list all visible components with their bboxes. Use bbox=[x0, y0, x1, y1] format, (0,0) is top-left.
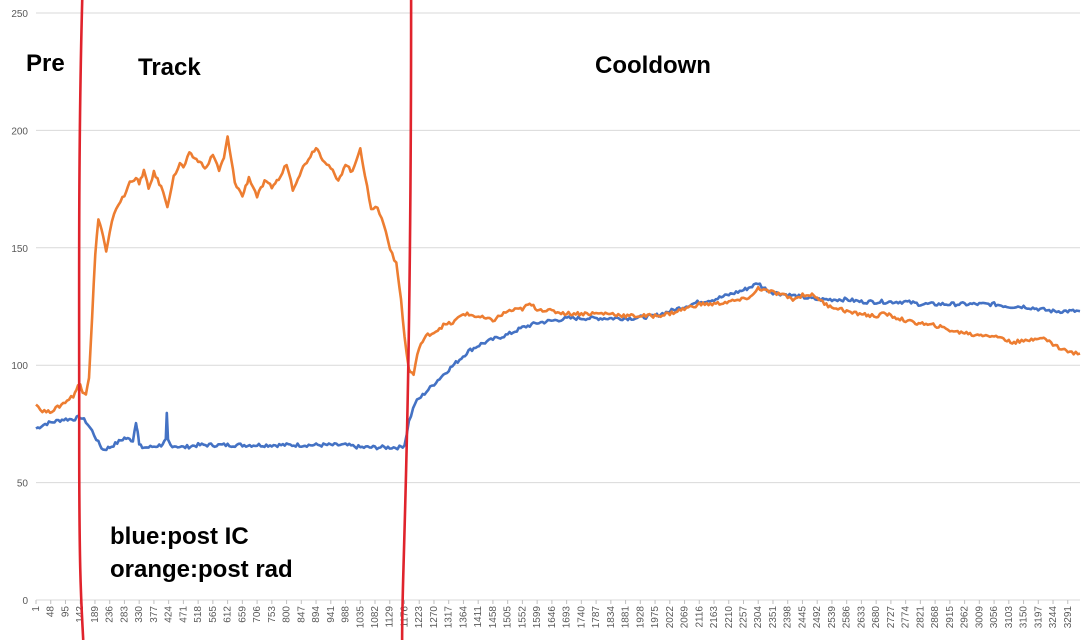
x-tick-label: 2163 bbox=[709, 606, 720, 629]
x-tick-label: 2210 bbox=[724, 606, 735, 629]
y-axis-ticks: 0 50 100 150 200 250 bbox=[11, 9, 28, 607]
x-tick-label: 659 bbox=[237, 606, 248, 623]
gridlines bbox=[36, 12, 1080, 601]
x-tick-label: 236 bbox=[105, 606, 116, 623]
x-tick-label: 283 bbox=[119, 606, 130, 623]
x-tick-label: 1834 bbox=[606, 606, 617, 629]
x-tick-label: 753 bbox=[267, 606, 278, 623]
x-tick-label: 3150 bbox=[1019, 606, 1030, 629]
x-tick-label: 988 bbox=[341, 606, 352, 623]
phase-boundaries bbox=[77, 0, 413, 640]
x-tick-label: 1740 bbox=[576, 606, 587, 629]
x-tick-label: 941 bbox=[326, 606, 337, 623]
x-tick-label: 2351 bbox=[768, 606, 779, 629]
x-tick-label: 2022 bbox=[665, 606, 676, 629]
annotation-pre: Pre bbox=[26, 50, 65, 77]
y-tick-label: 150 bbox=[11, 244, 28, 255]
x-tick-label: 2539 bbox=[827, 606, 838, 629]
x-tick-label: 3244 bbox=[1048, 606, 1059, 629]
y-tick-label: 0 bbox=[22, 596, 28, 607]
x-tick-label: 1881 bbox=[621, 606, 632, 629]
x-tick-label: 3056 bbox=[989, 606, 1000, 629]
x-tick-label: 330 bbox=[134, 606, 145, 623]
x-tick-label: 2069 bbox=[680, 606, 691, 629]
x-tick-label: 424 bbox=[164, 606, 175, 623]
x-tick-label: 518 bbox=[193, 606, 204, 623]
x-tick-label: 2445 bbox=[797, 606, 808, 629]
series-line-orange bbox=[35, 135, 1081, 415]
x-axis: 1 48 95 142 189 236 283 330 377 424 471 518 565 612 65… bbox=[31, 600, 1074, 628]
x-tick-label: 1787 bbox=[591, 606, 602, 629]
x-tick-label: 2915 bbox=[945, 606, 956, 629]
x-tick-label: 3009 bbox=[974, 606, 985, 629]
x-tick-label: 565 bbox=[208, 606, 219, 623]
x-tick-label: 377 bbox=[149, 606, 160, 623]
x-tick-label: 2633 bbox=[856, 606, 867, 629]
x-tick-label: 1411 bbox=[473, 606, 484, 628]
legend-text-blue: blue:post IC bbox=[110, 523, 249, 550]
x-tick-label: 2586 bbox=[842, 606, 853, 629]
x-tick-label: 1035 bbox=[355, 606, 366, 629]
x-tick-label: 1129 bbox=[385, 606, 396, 628]
annotation-cooldown: Cooldown bbox=[595, 52, 711, 79]
x-tick-label: 1317 bbox=[444, 606, 455, 629]
x-tick-label: 1082 bbox=[370, 606, 381, 629]
x-tick-label: 3103 bbox=[1004, 606, 1015, 629]
x-tick-label: 2257 bbox=[738, 606, 749, 629]
x-tick-label: 2680 bbox=[871, 606, 882, 629]
y-tick-label: 100 bbox=[11, 361, 28, 372]
x-tick-label: 1646 bbox=[547, 606, 558, 629]
annotation-track: Track bbox=[138, 54, 201, 81]
x-tick-label: 2398 bbox=[783, 606, 794, 629]
x-tick-label: 189 bbox=[90, 606, 101, 623]
annotations: Pre Track Cooldown blue:post IC orange:p… bbox=[26, 50, 711, 583]
phase-boundary-line bbox=[77, 0, 85, 640]
x-tick-label: 1505 bbox=[503, 606, 514, 629]
x-tick-label: 1176 bbox=[399, 606, 410, 628]
x-tick-label: 471 bbox=[178, 606, 189, 623]
x-tick-label: 1223 bbox=[414, 606, 425, 629]
x-tick-label: 800 bbox=[282, 606, 293, 623]
y-tick-label: 200 bbox=[11, 126, 28, 137]
y-tick-label: 50 bbox=[17, 479, 29, 490]
x-tick-label: 2304 bbox=[753, 606, 764, 629]
x-tick-label: 1270 bbox=[429, 606, 440, 629]
x-tick-label: 2492 bbox=[812, 606, 823, 629]
x-tick-label: 1928 bbox=[635, 606, 646, 629]
x-tick-label: 3197 bbox=[1033, 606, 1044, 629]
x-tick-label: 3291 bbox=[1063, 606, 1074, 629]
x-tick-label: 2821 bbox=[915, 606, 926, 629]
x-tick-label: 1693 bbox=[562, 606, 573, 629]
series-lines bbox=[35, 135, 1081, 452]
legend-text-orange: orange:post rad bbox=[110, 556, 293, 583]
y-tick-label: 250 bbox=[11, 9, 28, 20]
x-tick-label: 1975 bbox=[650, 606, 661, 629]
x-tick-label: 1552 bbox=[517, 606, 528, 629]
x-tick-label: 894 bbox=[311, 606, 322, 623]
x-tick-label: 2727 bbox=[886, 606, 897, 629]
x-tick-label: 706 bbox=[252, 606, 263, 623]
x-tick-label: 1599 bbox=[532, 606, 543, 629]
x-tick-label: 1458 bbox=[488, 606, 499, 629]
x-tick-label: 847 bbox=[296, 606, 307, 623]
x-tick-label: 2116 bbox=[694, 606, 705, 628]
x-tick-label: 1364 bbox=[458, 606, 469, 629]
series-line-blue bbox=[35, 282, 1081, 452]
phase-boundary-line bbox=[400, 0, 413, 640]
x-tick-label: 2962 bbox=[960, 606, 971, 629]
x-tick-label: 48 bbox=[46, 606, 57, 618]
x-tick-label: 95 bbox=[60, 606, 71, 618]
x-tick-label: 1 bbox=[31, 606, 42, 612]
x-tick-label: 2868 bbox=[930, 606, 941, 629]
x-tick-label: 612 bbox=[223, 606, 234, 623]
x-tick-label: 2774 bbox=[901, 606, 912, 629]
